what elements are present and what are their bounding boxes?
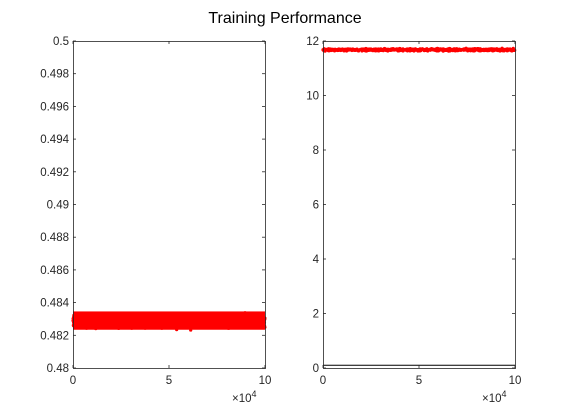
x-tick-label: 0: [320, 375, 326, 387]
data-band: [323, 48, 515, 52]
y-tick-label: 0.496: [40, 101, 69, 113]
y-tick-label: 0: [313, 363, 319, 375]
y-tick-label: 0.494: [40, 134, 69, 146]
y-tick-label: 0.5: [53, 36, 69, 48]
x-tick-label: 10: [509, 375, 522, 387]
y-tick-label: 4: [313, 254, 320, 266]
y-tick-label: 6: [313, 200, 319, 212]
y-tick-label: 0.484: [40, 298, 69, 310]
y-tick-label: 0.486: [40, 265, 69, 277]
axes-box: [73, 41, 266, 369]
y-tick-label: 0.48: [47, 363, 69, 375]
y-tick-label: 0.492: [40, 167, 69, 179]
y-tick-label: 0.498: [40, 69, 69, 81]
y-tick-label: 12: [306, 36, 319, 48]
y-tick-label: 0.488: [40, 232, 69, 244]
series-markers: [321, 46, 517, 53]
axes-box: [323, 41, 516, 369]
y-tick-label: 0.482: [40, 330, 69, 342]
x-tick-label: 10: [259, 375, 272, 387]
y-tick-label: 8: [313, 145, 319, 157]
x-tick-label: 5: [166, 375, 172, 387]
y-tick-label: 2: [313, 309, 319, 321]
x-multiplier-label: ×104: [482, 389, 507, 405]
data-band: [73, 311, 265, 330]
x-tick-label: 5: [416, 375, 422, 387]
x-multiplier-label: ×104: [232, 389, 257, 405]
left-subplot: 0.48 0.482 0.484 0.486 0.488 0.49 0.492 0.494 0.…: [40, 36, 271, 405]
series-markers: [71, 311, 267, 332]
x-tick-label: 0: [70, 375, 76, 387]
y-tick-label: 0.49: [47, 200, 69, 212]
figure-title: Training Performance: [208, 10, 361, 27]
y-tick-label: 10: [306, 91, 319, 103]
